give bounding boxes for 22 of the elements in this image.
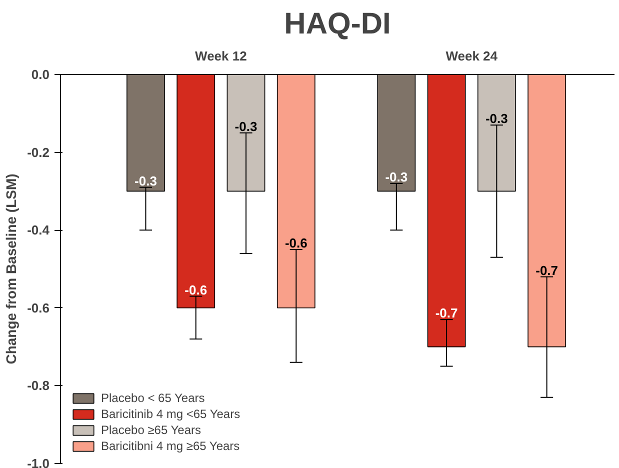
y-tick-label: -0.6 — [27, 300, 50, 316]
y-tick-label: -1.0 — [27, 456, 50, 468]
y-tick-label: -0.2 — [27, 144, 50, 160]
chart-title: HAQ-DI — [284, 8, 391, 40]
data-label: -0.3 — [234, 118, 258, 134]
legend-label: Baricitibni 4 mg ≥65 Years — [101, 439, 240, 453]
legend-label: Placebo < 65 Years — [101, 391, 205, 405]
data-label: -0.6 — [284, 236, 308, 251]
data-label: -0.6 — [184, 282, 208, 298]
x-tick-label: Week 24 — [446, 48, 498, 64]
data-label: -0.7 — [435, 306, 458, 321]
data-label: -0.3 — [134, 173, 157, 188]
legend-label: Placebo ≥65 Years — [101, 423, 201, 437]
y-tick-label: -0.4 — [27, 222, 50, 238]
x-tick-label: Week 12 — [195, 48, 247, 64]
data-label: -0.3 — [385, 169, 408, 184]
data-label: -0.3 — [485, 111, 508, 126]
legend-label: Baricitinib 4 mg <65 Years — [101, 407, 240, 421]
y-axis-title: Change from Baseline (LSM) — [3, 174, 20, 364]
data-label: -0.7 — [536, 262, 558, 278]
y-tick-label: -0.8 — [27, 378, 50, 394]
y-tick-label: 0.0 — [31, 67, 50, 82]
